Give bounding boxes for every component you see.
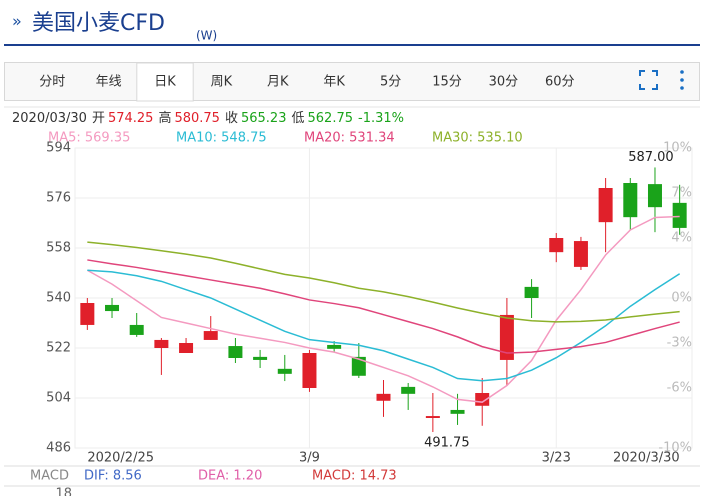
quote-value: 562.75 [308,111,354,126]
y-tick-label: 504 [46,391,71,406]
quote-label: 收 [225,111,238,126]
y2-tick-label: 10% [663,141,692,156]
legend-entry: MA30: 535.10 [432,131,523,146]
candle-body [253,356,268,360]
y2-tick-label: -6% [667,381,692,396]
legend-entry: MA10: 548.75 [176,131,267,146]
ma-line [87,241,680,323]
tab[interactable]: 年K [323,75,345,90]
x-tick-label: 2020/3/30 [613,451,680,466]
macd-dea: DEA: 1.20 [198,469,262,484]
candle-body [425,416,440,418]
quote-label: 低 [291,111,304,126]
y-tick-label: 522 [46,341,71,356]
candle-body [302,353,317,388]
tab[interactable]: 日K [154,75,176,90]
y-tick-label: 540 [46,291,71,306]
candle-body [401,386,416,394]
candle-body [598,188,613,223]
candle-body [376,393,391,401]
candle-body [129,324,144,335]
macd-tick: 18 [55,487,72,496]
ma-line [86,215,680,403]
y2-tick-label: 7% [671,186,692,201]
candle-body [351,356,366,376]
quote-change: -1.31% [358,111,404,126]
legend-entry: MA20: 531.34 [304,131,395,146]
tab[interactable]: 30分 [489,75,519,90]
quote-value: 565.23 [241,111,287,126]
x-tick-label: 2020/2/25 [87,451,154,466]
tab[interactable]: 分时 [39,75,65,90]
y2-tick-label: 4% [671,231,692,246]
candle-body [672,202,687,228]
more-icon[interactable] [680,70,684,90]
x-tick-label: 3/23 [542,451,571,466]
quote-label: 开 [92,111,105,126]
candle-body [623,183,638,218]
candle-body [327,344,342,349]
tab[interactable]: 周K [211,75,233,90]
candle-body [154,339,169,348]
y-tick-label: 486 [46,441,71,456]
candle-body [105,304,120,312]
candle-body [573,241,588,267]
tab[interactable]: 月K [267,75,289,90]
y2-tick-label: -3% [667,336,692,351]
y-tick-label: 594 [46,141,71,156]
page-title: 美国小麦CFD [32,11,165,36]
tab[interactable]: 60分 [545,75,575,90]
quote-value: 580.75 [174,111,220,126]
candle-body [203,331,218,340]
candle-body [524,286,539,298]
ma-line [87,269,681,382]
candle-body [228,346,243,358]
candle-body [179,343,194,353]
candle-body [450,409,465,414]
macd-value: MACD: 14.73 [312,469,397,484]
max-label: 587.00 [628,150,674,165]
y2-tick-label: 0% [671,291,692,306]
macd-dif: DIF: 8.56 [84,469,142,484]
candle-body [80,303,95,325]
symbol-code: (W) [196,29,217,43]
y-tick-label: 558 [46,241,71,256]
y-tick-label: 576 [46,191,71,206]
tab[interactable]: 5分 [380,75,401,90]
quote-label: 高 [158,110,171,126]
quote-value: 574.25 [108,111,154,126]
candle-body [277,368,292,374]
tab-selected [136,62,194,102]
tab[interactable]: 15分 [432,75,462,90]
x-tick-label: 3/9 [299,451,320,466]
candle-body [499,314,514,360]
tab-bar [4,62,700,101]
macd-title: MACD [30,469,69,484]
min-label: 491.75 [424,436,470,451]
quote-date: 2020/03/30 [12,111,87,126]
legend-entry: MA5: 569.35 [48,131,130,146]
expand-icon[interactable] [639,70,658,90]
candle-body [647,184,662,208]
y2-tick-label: -10% [658,441,692,456]
chevron: » [12,12,22,31]
tab[interactable]: 年线 [96,75,122,90]
candle-body [475,393,490,406]
quote-line: 2020/03/30 开 574.25 高 580.75 收 565.23 低 562.75 -1… [12,110,404,126]
ma-line [87,259,680,354]
candle-body [549,238,564,253]
